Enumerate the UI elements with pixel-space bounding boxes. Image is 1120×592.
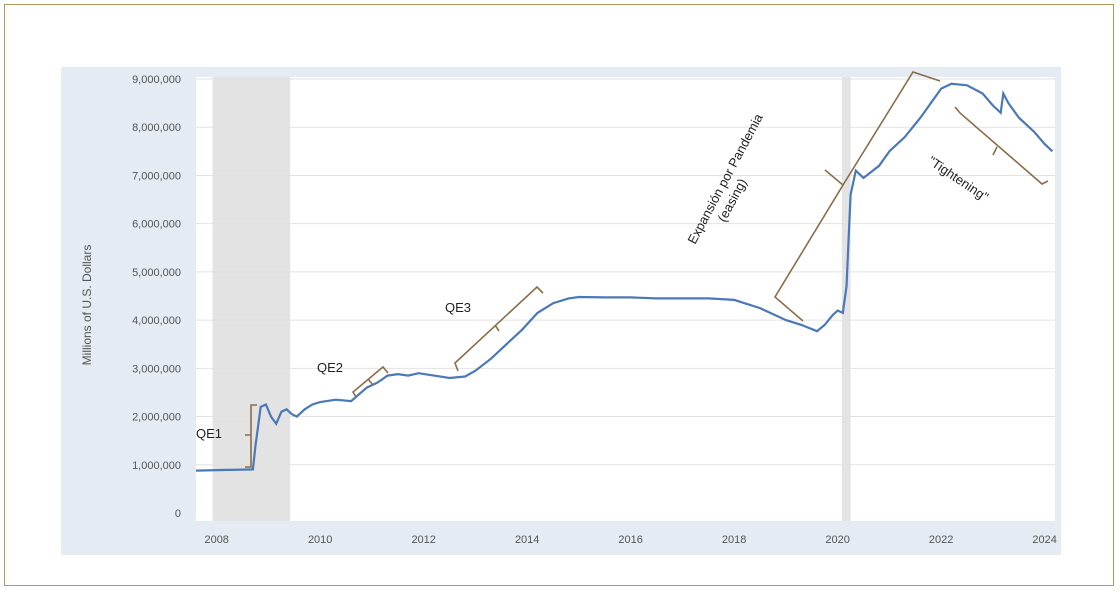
y-tick-label: 4,000,000 bbox=[132, 315, 181, 327]
qe3-label: QE3 bbox=[445, 300, 471, 315]
plot-area bbox=[196, 77, 1055, 521]
qe1-label: QE1 bbox=[196, 426, 222, 441]
x-tick-label: 2008 bbox=[204, 534, 228, 546]
qe2-label: QE2 bbox=[317, 360, 343, 375]
y-axis-label: Millions of U.S. Dollars bbox=[80, 245, 94, 366]
tightening-bracket bbox=[954, 106, 1049, 185]
recession-band-2 bbox=[841, 77, 851, 521]
y-tick-label: 6,000,000 bbox=[132, 219, 181, 231]
x-tick-label: 2020 bbox=[825, 534, 849, 546]
x-tick-label: 2024 bbox=[1032, 534, 1056, 546]
y-tick-label: 2,000,000 bbox=[132, 412, 181, 424]
y-tick-label: 0 bbox=[175, 508, 181, 520]
balance-sheet-chart: 0 1,000,000 2,000,000 3,000,000 4,000,000 5,0… bbox=[61, 67, 1061, 555]
y-tick-label: 7,000,000 bbox=[132, 170, 181, 182]
y-tick-label: 8,000,000 bbox=[132, 122, 181, 134]
pandemic-bracket bbox=[773, 71, 941, 322]
x-tick-label: 2016 bbox=[618, 534, 642, 546]
y-tick-label: 1,000,000 bbox=[132, 460, 181, 472]
y-tick-label: 9,000,000 bbox=[132, 74, 181, 86]
qe3-bracket bbox=[454, 285, 544, 372]
qe1-bracket bbox=[245, 404, 257, 468]
x-tick-label: 2014 bbox=[515, 534, 539, 546]
chart-frame: 0 1,000,000 2,000,000 3,000,000 4,000,000 5,0… bbox=[4, 4, 1114, 586]
y-tick-label: 5,000,000 bbox=[132, 267, 181, 279]
x-tick-label: 2022 bbox=[929, 534, 953, 546]
y-tick-label: 3,000,000 bbox=[132, 363, 181, 375]
x-tick-label: 2018 bbox=[722, 534, 746, 546]
series-line bbox=[195, 82, 1054, 472]
x-tick-label: 2010 bbox=[308, 534, 332, 546]
qe2-bracket bbox=[351, 365, 389, 398]
x-tick-label: 2012 bbox=[411, 534, 435, 546]
